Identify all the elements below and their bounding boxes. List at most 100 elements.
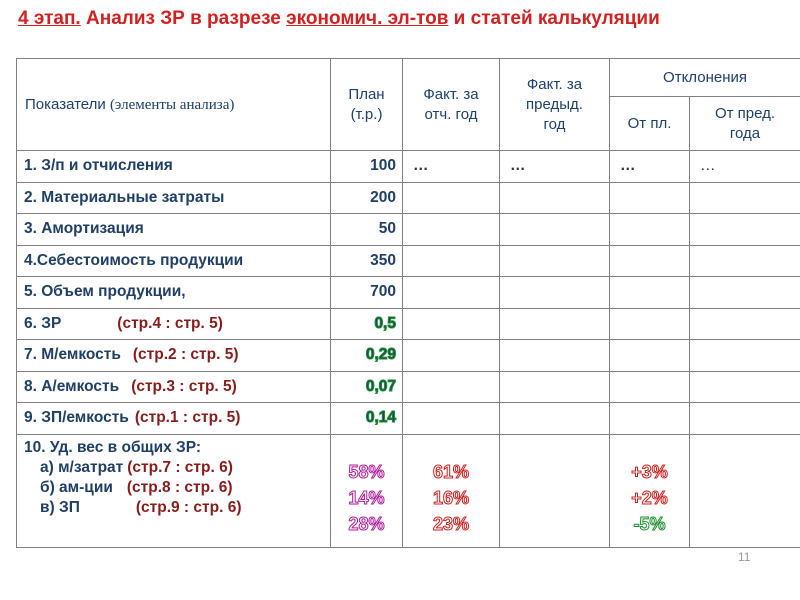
row-label: 5. Объем продукции, — [16, 276, 331, 309]
page-number: 11 — [738, 550, 751, 564]
prev-value — [499, 244, 610, 277]
fact-value: … — [402, 150, 500, 183]
header-from-prev: От пред. года — [688, 96, 800, 151]
table-row: 4.Себестоимость продукции 350 — [16, 244, 800, 277]
table-row: 3. Амортизация 50 — [16, 213, 800, 246]
row-label: 4.Себестоимость продукции — [16, 244, 331, 277]
header-row-2: От пл. От пред. года — [17, 96, 800, 151]
dev-prev-value — [688, 276, 800, 309]
plan-value: 200 — [330, 181, 403, 214]
shares-fact-cell: 61% 16% 23% — [402, 433, 500, 548]
dev-prev-value — [688, 402, 800, 435]
header-row-1: Показатели (элементы анализа) План (т.р.)… — [16, 58, 800, 151]
prev-value — [499, 307, 610, 340]
table-row: 1. З/п и отчисления 100 … … … … — [16, 150, 800, 183]
header-indicators-sub: (элементы анализа) — [109, 96, 235, 113]
share-dev-value: +3% — [631, 461, 669, 482]
row-label-shares: 10. Уд. вес в общих ЗР: а) м/затрат (стр.… — [16, 433, 331, 548]
plan-value: 0,07 — [330, 370, 403, 403]
header-from-plan: От пл. — [609, 96, 690, 151]
row-label: 9. ЗП/емкость (стр.1 : стр. 5) — [16, 402, 331, 435]
row-ref: (стр.2 : стр. 5) — [132, 346, 239, 364]
plan-value: 0,5 — [330, 307, 403, 340]
dev-prev-value — [688, 370, 800, 403]
share-dev-value: -5% — [633, 513, 666, 534]
dev-prev-value — [688, 307, 800, 340]
prev-value — [499, 276, 610, 309]
prev-value — [499, 370, 610, 403]
shares-heading: 10. Уд. вес в общих ЗР: — [24, 438, 202, 456]
dev-plan-value — [609, 181, 690, 214]
share-plan-value: 14% — [348, 487, 385, 508]
share-fact-value: 61% — [432, 461, 470, 482]
fact-value — [402, 370, 500, 403]
plan-value: 0,29 — [330, 339, 403, 372]
dev-prev-value: … — [688, 150, 800, 183]
header-fact: Факт. за отч. год — [402, 58, 500, 151]
dev-prev-value — [688, 339, 800, 372]
shares-plan-cell: 58% 14% 28% — [330, 433, 403, 548]
row-label: 6. ЗР (стр.4 : стр. 5) — [16, 307, 331, 340]
header-plan: План (т.р.) — [330, 58, 403, 151]
shares-item: а) м/затрат (стр.7 : стр. 6) — [40, 458, 233, 476]
dev-plan-value — [609, 244, 690, 277]
table-row: 2. Материальные затраты 200 — [16, 181, 800, 214]
plan-value: 700 — [330, 276, 403, 309]
title-underlined: экономич. эл-тов — [286, 8, 449, 29]
title-stage: 4 этап. — [18, 8, 81, 29]
fact-value — [402, 276, 500, 309]
prev-value — [499, 181, 610, 214]
share-plan-value: 58% — [348, 461, 385, 482]
prev-value — [499, 213, 610, 246]
header-prev: Факт. за предыд. год — [499, 58, 610, 151]
row-ref: (стр.4 : стр. 5) — [117, 314, 223, 332]
prev-value — [499, 402, 610, 435]
shares-dev-plan-cell: +3% +2% -5% — [609, 433, 690, 548]
prev-value: … — [499, 150, 610, 183]
share-plan-value: 28% — [348, 513, 385, 534]
row-label: 7. М/емкость (стр.2 : стр. 5) — [16, 339, 331, 372]
dev-prev-value — [688, 181, 800, 214]
dev-prev-value — [688, 213, 800, 246]
dev-plan-value — [609, 213, 690, 246]
table-row: 8. А/емкость (стр.3 : стр. 5) 0,07 — [16, 370, 800, 403]
title-text: Анализ ЗР в разрезе — [80, 8, 287, 29]
plan-value: 0,14 — [330, 402, 403, 435]
share-fact-value: 23% — [432, 513, 470, 534]
table-row: 5. Объем продукции, 700 — [16, 276, 800, 309]
analysis-table: Показатели (элементы анализа) План (т.р.)… — [16, 58, 800, 548]
row-label: 2. Материальные затраты — [16, 181, 331, 214]
row-label: 8. А/емкость (стр.3 : стр. 5) — [16, 370, 331, 403]
fact-value — [402, 244, 500, 277]
plan-value: 350 — [330, 244, 403, 277]
row-label: 3. Амортизация — [16, 213, 331, 246]
plan-value: 50 — [330, 213, 403, 246]
header-indicators: Показатели (элементы анализа) — [16, 58, 331, 151]
fact-value — [402, 402, 500, 435]
plan-value: 100 — [330, 150, 403, 183]
dev-plan-value — [609, 276, 690, 309]
row-ref: (стр.1 : стр. 5) — [134, 409, 241, 427]
fact-value — [402, 181, 500, 214]
row-label: 1. З/п и отчисления — [16, 150, 331, 183]
fact-value — [402, 213, 500, 246]
fact-value — [402, 339, 500, 372]
table-row-shares: 10. Уд. вес в общих ЗР: а) м/затрат (стр.… — [16, 433, 800, 548]
table-row: 9. ЗП/емкость (стр.1 : стр. 5) 0,14 — [16, 402, 800, 435]
dev-prev-value — [688, 244, 800, 277]
slide-title: 4 этап. Анализ ЗР в разрезе экономич. эл… — [18, 8, 660, 30]
row-ref: (стр.3 : стр. 5) — [131, 377, 237, 395]
shares-item: б) ам-ции (стр.8 : стр. 6) — [40, 478, 233, 496]
shares-prev-cell — [499, 433, 610, 548]
share-dev-value: +2% — [631, 487, 669, 508]
title-end: и статей калькуляции — [448, 8, 660, 29]
header-deviations: Отклонения — [608, 58, 800, 97]
dev-plan-value — [609, 339, 690, 372]
table-row: 6. ЗР (стр.4 : стр. 5) 0,5 — [16, 307, 800, 340]
fact-value — [402, 307, 500, 340]
shares-item: в) ЗП (стр.9 : стр. 6) — [40, 498, 242, 516]
shares-dev-prev-cell — [688, 433, 800, 548]
dev-plan-value — [609, 370, 690, 403]
dev-plan-value — [609, 402, 690, 435]
table-row: 7. М/емкость (стр.2 : стр. 5) 0,29 — [16, 339, 800, 372]
